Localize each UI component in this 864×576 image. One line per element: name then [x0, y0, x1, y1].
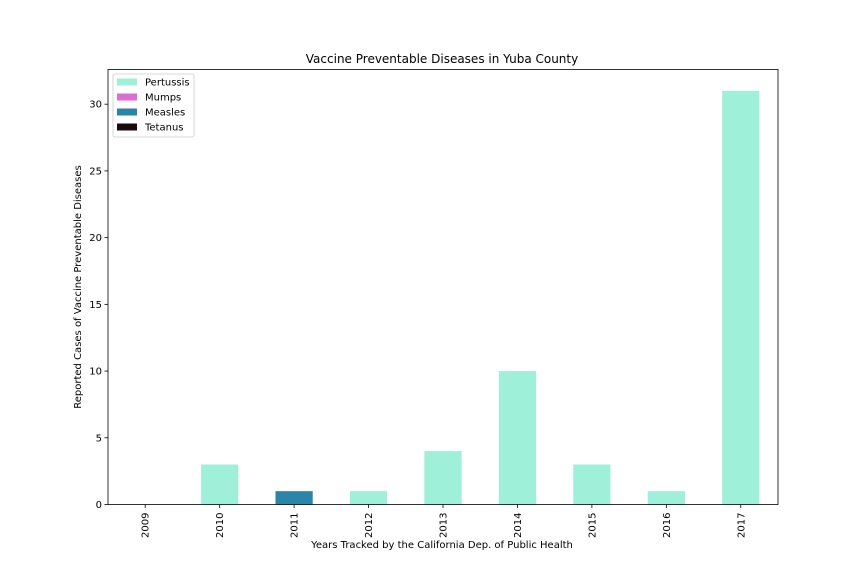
- legend-label-tetanus: Tetanus: [144, 123, 184, 134]
- y-tick-label: 25: [89, 166, 102, 177]
- y-axis: 0 5 10 15 20 25 30: [89, 100, 108, 511]
- x-tick-label: 2016: [662, 513, 673, 538]
- bar-pertussis-2012: [349, 491, 388, 505]
- x-tick-label: 2011: [290, 513, 301, 538]
- y-tick-label: 5: [96, 433, 102, 444]
- bar-pertussis-2013: [424, 451, 462, 505]
- bar-pertussis-2016: [647, 491, 685, 505]
- chart-title: Vaccine Preventable Diseases in Yuba Cou…: [306, 52, 578, 66]
- bar-pertussis-2017: [722, 90, 760, 505]
- bar-pertussis-2014: [498, 371, 537, 505]
- bars-layer: [201, 90, 760, 505]
- x-tick-label: 2017: [736, 513, 747, 538]
- legend-label-pertussis: Pertussis: [145, 78, 190, 89]
- bar-pertussis-2015: [573, 464, 611, 505]
- legend-swatch-pertussis: [117, 78, 137, 86]
- legend: Pertussis Mumps Measles Tetanus: [112, 73, 195, 138]
- x-tick-label: 2012: [364, 513, 375, 538]
- y-tick-label: 10: [89, 367, 102, 378]
- plot-frame: [107, 69, 779, 505]
- y-axis-title: Reported Cases of Vaccine Preventable Di…: [73, 165, 84, 409]
- legend-swatch-tetanus: [117, 123, 137, 131]
- x-tick-label: 2009: [141, 513, 152, 538]
- legend-label-measles: Measles: [145, 108, 185, 119]
- y-tick-label: 30: [89, 100, 102, 111]
- x-tick-label: 2010: [215, 513, 226, 538]
- x-axis-title: Years Tracked by the California Dep. of …: [310, 540, 573, 551]
- legend-swatch-mumps: [117, 93, 137, 101]
- bar-measles-2011: [275, 491, 313, 505]
- y-tick-label: 15: [89, 300, 102, 311]
- legend-box: [112, 73, 195, 138]
- legend-swatch-measles: [117, 108, 137, 116]
- x-tick-label: 2013: [439, 513, 450, 538]
- x-tick-label: 2015: [587, 513, 598, 538]
- x-axis: 2009 2010 2011 2012 2013 2014 2015 2016 2017: [141, 504, 747, 538]
- y-tick-label: 0: [96, 500, 102, 511]
- legend-label-mumps: Mumps: [145, 93, 181, 104]
- y-tick-label: 20: [89, 233, 102, 244]
- bar-pertussis-2010: [201, 464, 239, 505]
- x-tick-label: 2014: [513, 513, 524, 538]
